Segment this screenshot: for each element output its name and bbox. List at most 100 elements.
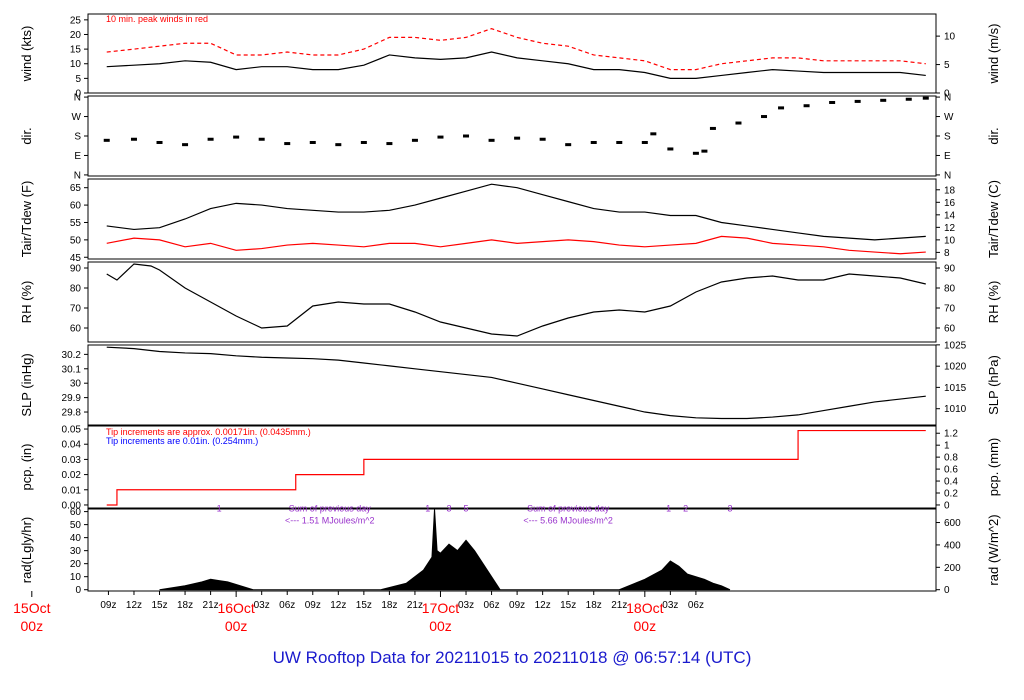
rad-annotation: Sum of previous day — [527, 504, 610, 514]
y-tick-right-label: 1015 — [944, 383, 967, 394]
y-tick-label: 0 — [75, 585, 81, 596]
dir-point — [922, 96, 929, 100]
dir-point — [709, 126, 716, 130]
dir-point — [103, 138, 110, 142]
series-line-1 — [106, 235, 926, 255]
dir-point — [207, 137, 214, 141]
x-tick-label: 15z — [560, 600, 576, 611]
x-tick-label: 21z — [611, 600, 627, 611]
y-tick-right-label: 10 — [944, 235, 956, 246]
y-tick-right-label: 0.2 — [944, 489, 958, 500]
series-line-0 — [106, 429, 926, 506]
y-tick-right-label: 200 — [944, 563, 961, 574]
y-axis-label: RH (%) — [19, 281, 34, 324]
date-sub-label: 00z — [225, 618, 248, 634]
rad-annotation: 3 — [727, 504, 732, 514]
panel-4: 29.8 29.9 30 30.1 30.2 1010 1015 1020 1025 SLP (i… — [19, 340, 1001, 426]
dir-point — [335, 143, 342, 147]
rad-annotation: 1 — [666, 504, 671, 514]
date-label: 18Oct — [626, 600, 663, 616]
annotation-blue: Tip increments are 0.01in. (0.254mm.) — [106, 436, 258, 446]
y-tick-right-label: 80 — [944, 284, 956, 295]
x-tick-label: 06z — [688, 600, 704, 611]
panel-5: 0.000.010.020.030.040.0500.20.40.60.811.… — [19, 425, 1001, 512]
y-tick-label: 30 — [70, 379, 82, 390]
y-tick-right-label: 10 — [944, 32, 956, 43]
panel-frame — [87, 178, 937, 260]
y-tick-right-label: 0.6 — [944, 465, 958, 476]
dir-point — [463, 134, 470, 138]
y-tick-label: 0.01 — [62, 485, 82, 496]
y-tick-label: W — [72, 112, 82, 123]
dir-point — [130, 137, 137, 141]
y-tick-label: 15 — [70, 45, 82, 56]
dir-point — [650, 132, 657, 136]
x-tick-label: 21z — [203, 600, 219, 611]
dir-point — [616, 140, 623, 144]
x-tick-label: 18z — [177, 600, 193, 611]
panel-frame — [87, 344, 937, 426]
y-axis-label-right: rad (W/m^2) — [986, 514, 1001, 585]
y-axis-label: pcp. (in) — [19, 444, 34, 491]
dir-point — [309, 140, 316, 144]
y-tick-right-label: S — [944, 132, 951, 143]
y-tick-label: 10 — [70, 59, 82, 70]
y-tick-label: 29.9 — [62, 393, 82, 404]
y-tick-label: 45 — [70, 253, 82, 264]
date-sub-label: 00z — [634, 618, 657, 634]
rad-annotation: 1 — [425, 504, 430, 514]
dir-point — [590, 140, 597, 144]
panel-frame — [87, 508, 937, 592]
x-tick-label: 09z — [100, 600, 116, 611]
y-tick-label: 0.02 — [62, 470, 82, 481]
dir-point — [905, 97, 912, 101]
dir-point — [156, 140, 163, 144]
y-tick-right-label: 0.8 — [944, 453, 958, 464]
x-tick-label: 03z — [458, 600, 474, 611]
y-tick-label: 90 — [70, 264, 82, 275]
y-tick-label: E — [74, 151, 81, 162]
rad-annotation: 1 — [217, 504, 222, 514]
dir-point — [667, 147, 674, 151]
annotation: 10 min. peak winds in red — [106, 14, 208, 24]
dir-point — [735, 121, 742, 125]
y-tick-label: 20 — [70, 30, 82, 41]
y-tick-label: S — [74, 132, 81, 143]
y-tick-label: 60 — [70, 201, 82, 212]
dir-point — [692, 151, 699, 155]
panel-frame — [87, 261, 937, 343]
dir-point — [437, 135, 444, 139]
y-tick-right-label: N — [944, 170, 951, 181]
y-tick-label: 0.03 — [62, 455, 82, 466]
x-tick-label: 12z — [330, 600, 346, 611]
y-tick-right-label: 400 — [944, 540, 961, 551]
y-axis-label: Tair/Tdew (F) — [19, 181, 34, 258]
radiation-area — [159, 509, 731, 591]
y-axis-label-right: pcp. (mm) — [986, 438, 1001, 497]
y-tick-label: 20 — [70, 559, 82, 570]
annotation-red: Tip increments are approx. 0.00171in. (0… — [106, 427, 311, 437]
dir-point — [565, 143, 572, 147]
y-tick-label: 55 — [70, 218, 82, 229]
rad-annotation: <--- 1.51 MJoules/m^2 — [285, 515, 375, 525]
date-sub-label: 00z — [429, 618, 452, 634]
rad-annotation: <--- 5.66 MJoules/m^2 — [523, 515, 613, 525]
y-tick-right-label: 1 — [944, 441, 950, 452]
x-tick-label: 12z — [535, 600, 551, 611]
y-tick-right-label: 12 — [944, 223, 956, 234]
y-tick-label: 30.2 — [62, 350, 82, 361]
y-axis-label: dir. — [19, 127, 34, 144]
y-axis-label: rad(Lgly/hr) — [19, 517, 34, 583]
y-tick-right-label: N — [944, 93, 951, 104]
y-tick-label: 65 — [70, 183, 82, 194]
date-sub-label: 00z — [21, 618, 44, 634]
dir-point — [539, 137, 546, 141]
y-axis-label-right: wind (m/s) — [986, 24, 1001, 85]
dir-point — [854, 99, 861, 103]
y-tick-right-label: 0 — [944, 89, 950, 100]
dir-point — [778, 106, 785, 110]
y-tick-label: 0.00 — [62, 500, 82, 511]
x-tick-label: 03z — [254, 600, 270, 611]
